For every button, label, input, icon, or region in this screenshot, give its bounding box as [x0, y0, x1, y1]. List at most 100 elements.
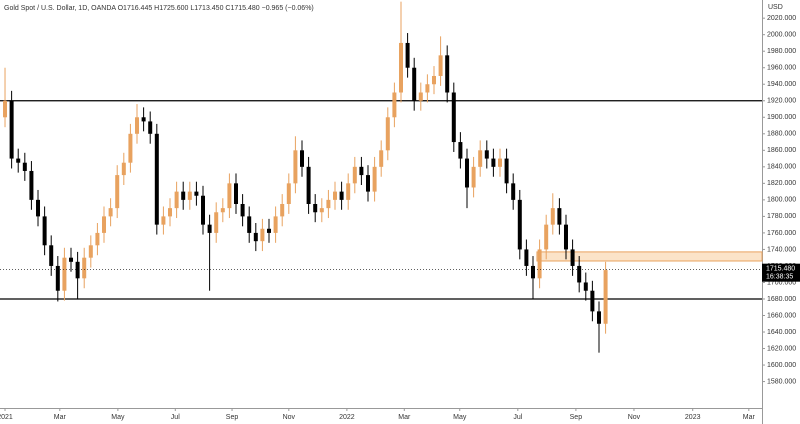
- x-tick-label: Jul: [171, 414, 180, 421]
- x-tick-label: May: [111, 414, 125, 421]
- candle-body: [161, 216, 166, 225]
- candle-body: [537, 249, 542, 279]
- candle-body: [563, 224, 568, 250]
- candle-body: [49, 245, 54, 266]
- candle-body: [365, 175, 370, 192]
- candle-body: [16, 158, 21, 163]
- candle-body: [484, 150, 489, 159]
- candle-body: [75, 261, 80, 279]
- candle-body: [530, 265, 535, 279]
- candle-body: [418, 92, 423, 101]
- y-tick-label: 1660.000: [767, 312, 796, 319]
- candle-body: [62, 257, 67, 291]
- countdown-label: 16:38:35: [766, 274, 793, 281]
- candle-body: [405, 42, 410, 68]
- candle-body: [511, 183, 516, 200]
- y-tick-label: 1780.000: [767, 213, 796, 220]
- candle-body: [55, 265, 60, 291]
- candle-body: [425, 84, 430, 93]
- candle-body: [471, 166, 476, 188]
- chart-title: Gold Spot / U.S. Dollar, 1D, OANDA O1716…: [4, 5, 314, 12]
- candle-body: [141, 117, 146, 122]
- candle-body: [326, 199, 331, 209]
- last-price-box: [762, 263, 800, 282]
- candle-body: [577, 265, 582, 283]
- candle-body: [379, 150, 384, 167]
- x-tick-label: 2022: [339, 414, 355, 421]
- y-tick-label: 2020.000: [767, 15, 796, 22]
- candle-body: [286, 183, 291, 204]
- y-tick-label: 1700.000: [767, 279, 796, 286]
- candle-body: [451, 92, 456, 143]
- candle-body: [168, 208, 173, 217]
- candle-body: [253, 232, 258, 242]
- y-tick-label: 1920.000: [767, 98, 796, 105]
- candle-body: [478, 150, 483, 167]
- candle-body: [398, 42, 403, 93]
- x-tick-label: Mar: [398, 414, 411, 421]
- candle-body: [88, 245, 93, 258]
- candle-body: [596, 311, 601, 324]
- y-tick-label: 1800.000: [767, 197, 796, 204]
- candle-body: [214, 212, 219, 233]
- candle-body: [187, 191, 192, 200]
- candle-body: [352, 166, 357, 184]
- candle-body: [207, 224, 212, 233]
- candle-body: [174, 191, 179, 209]
- candle-body: [570, 249, 575, 266]
- candle-body: [36, 199, 41, 217]
- y-tick-label: 1680.000: [767, 296, 796, 303]
- candle-body: [445, 55, 450, 93]
- x-tick-label: Mar: [743, 414, 756, 421]
- candle-body: [234, 183, 239, 204]
- x-tick-label: 2021: [0, 414, 13, 421]
- candle-body: [273, 216, 278, 233]
- y-tick-label: 1740.000: [767, 246, 796, 253]
- candle-body: [108, 208, 113, 217]
- candle-body: [603, 270, 608, 324]
- candle-body: [464, 158, 469, 188]
- candle-body: [9, 100, 14, 159]
- candle-body: [385, 117, 390, 151]
- y-tick-label: 1620.000: [767, 345, 796, 352]
- candle-body: [128, 133, 133, 163]
- candle-body: [319, 208, 324, 213]
- candle-body: [333, 191, 338, 200]
- candle-body: [247, 216, 252, 233]
- candle-body: [372, 166, 377, 192]
- candle-body: [313, 204, 318, 213]
- candle-body: [82, 257, 87, 279]
- candle-body: [438, 55, 443, 76]
- y-tick-label: 1600.000: [767, 362, 796, 369]
- y-tick-label: 1960.000: [767, 65, 796, 72]
- candle-body: [135, 117, 140, 134]
- x-tick-label: Sep: [226, 414, 239, 421]
- y-tick-label: 1880.000: [767, 131, 796, 138]
- candle-body: [504, 158, 509, 184]
- candle-body: [260, 228, 265, 242]
- x-tick-label: Sep: [570, 414, 583, 421]
- candle-body: [121, 162, 126, 176]
- y-tick-label: 1840.000: [767, 164, 796, 171]
- y-tick-label: 1900.000: [767, 114, 796, 121]
- candle-body: [497, 158, 502, 167]
- y-tick-label: 1640.000: [767, 329, 796, 336]
- candle-body: [220, 208, 225, 213]
- y-tick-label: 1760.000: [767, 230, 796, 237]
- candle-body: [359, 166, 364, 176]
- y-tick-label: 1940.000: [767, 81, 796, 88]
- x-tick-label: 2023: [685, 414, 701, 421]
- candle-body: [115, 175, 120, 209]
- y-tick-label: 1860.000: [767, 147, 796, 154]
- candle-body: [583, 282, 588, 291]
- candle-body: [102, 216, 107, 233]
- x-tick-label: May: [453, 414, 467, 421]
- candle-body: [458, 142, 463, 159]
- candle-body: [194, 191, 199, 196]
- candle-body: [557, 208, 562, 225]
- candle-body: [590, 290, 595, 312]
- candle-body: [392, 92, 397, 118]
- currency-label: USD: [768, 4, 783, 11]
- candle-body: [306, 166, 311, 204]
